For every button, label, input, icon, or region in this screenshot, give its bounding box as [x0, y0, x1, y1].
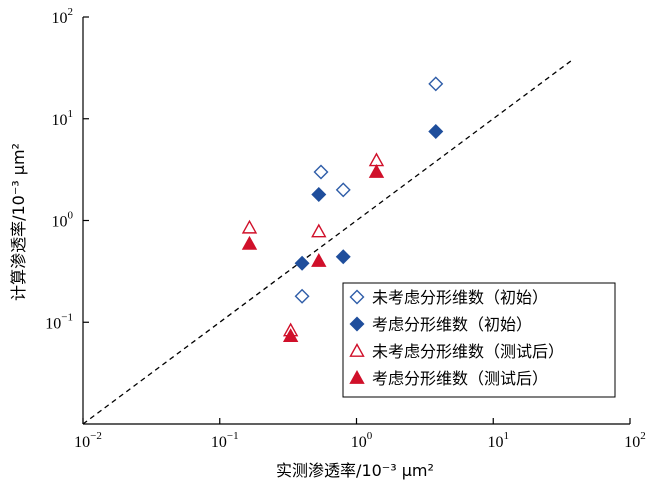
x-axis-title: 实测渗透率/10⁻³ μm² [276, 461, 434, 480]
data-point-series-1 [313, 164, 329, 180]
data-point-series-1 [294, 288, 310, 304]
legend-label-3: 未考虑分形维数（测试后） [372, 342, 564, 361]
y-tick-label: 102 [52, 6, 74, 27]
y-axis-title: 计算渗透率/10⁻³ μm² [9, 143, 28, 301]
data-point-series-2 [294, 255, 310, 271]
data-point-series-3 [241, 219, 258, 234]
legend-label-2: 考虑分形维数（初始） [372, 315, 532, 334]
data-point-series-1 [428, 76, 444, 92]
y-tick-label: 10−1 [45, 311, 73, 332]
legend-marker-4 [349, 370, 365, 384]
x-tick-label: 102 [624, 430, 646, 451]
data-point-series-4 [311, 253, 327, 267]
data-point-series-3 [311, 223, 327, 238]
legend-marker-2 [349, 316, 365, 332]
data-point-series-4 [282, 328, 299, 343]
legend-box [342, 282, 616, 398]
x-tick-label: 101 [488, 430, 510, 451]
data-point-series-2 [335, 249, 351, 265]
legend-label-1: 未考虑分形维数（初始） [372, 288, 548, 307]
data-point-series-2 [428, 123, 444, 139]
legend-marker-3 [349, 343, 365, 357]
data-point-series-3 [368, 152, 385, 167]
legend: 未考虑分形维数（初始） 考虑分形维数（初始） 未考虑分形维数（测试后） 考虑分形… [342, 282, 616, 398]
data-point-series-2 [311, 187, 327, 203]
y-tick-label: 100 [52, 210, 74, 231]
data-point-series-1 [335, 182, 351, 198]
data-points [241, 76, 444, 343]
data-point-series-4 [368, 164, 385, 178]
legend-label-4: 考虑分形维数（测试后） [372, 369, 548, 388]
y-tick-label: 101 [52, 108, 74, 129]
data-point-series-4 [241, 235, 258, 250]
x-ticks: 10−2 10−1 100 101 102 [74, 418, 646, 451]
y-ticks: 10−1 100 101 102 [45, 6, 89, 332]
x-tick-label: 10−1 [211, 430, 239, 451]
reference-line-1-to-1 [82, 59, 573, 425]
x-tick-label: 10−2 [74, 430, 102, 451]
x-tick-label: 100 [351, 430, 373, 451]
legend-marker-1 [349, 289, 365, 305]
